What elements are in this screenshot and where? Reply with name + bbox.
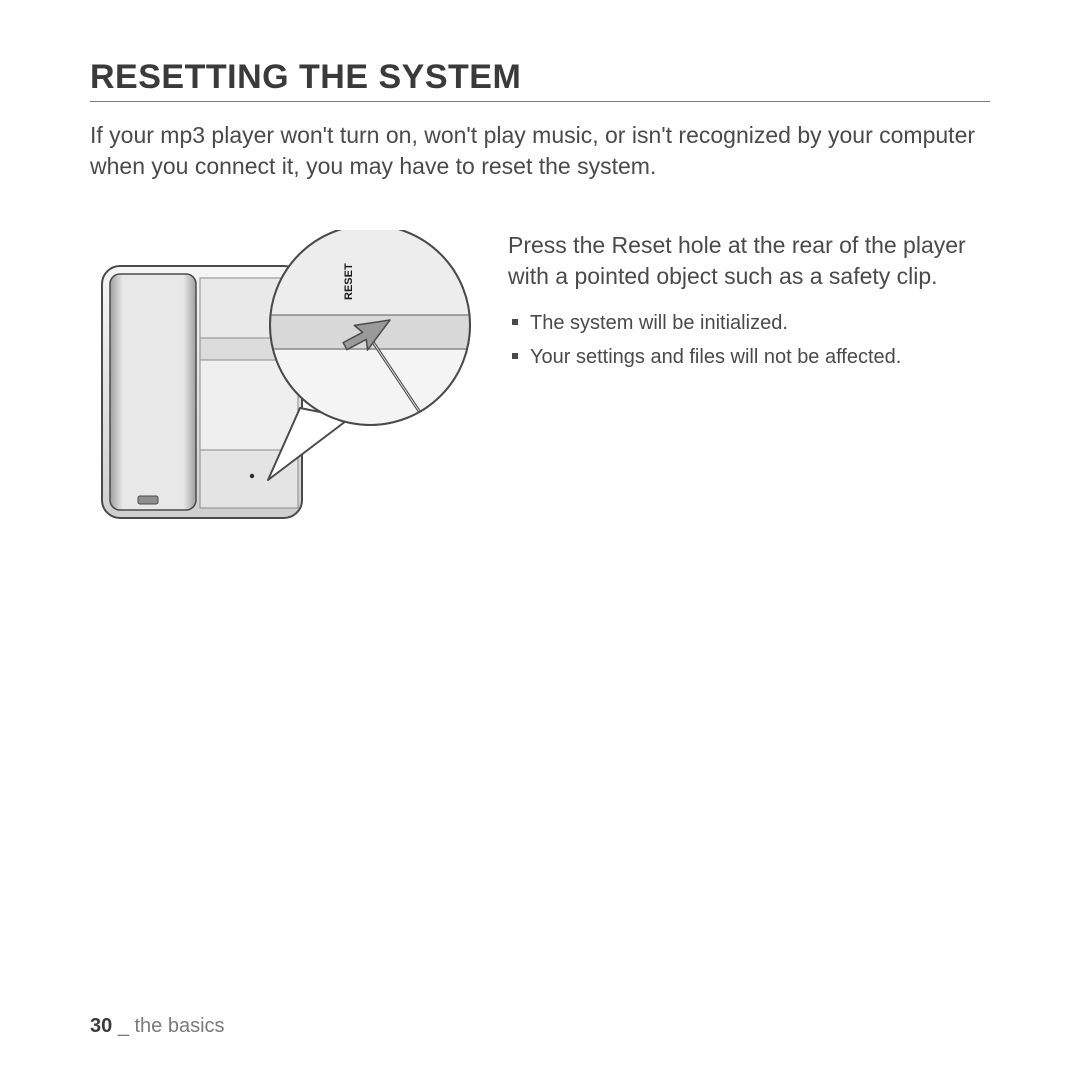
page-heading: RESETTING THE SYSTEM — [90, 58, 990, 102]
section-name: the basics — [135, 1015, 225, 1037]
footer-separator: _ — [118, 1015, 129, 1037]
list-item: Your settings and files will not be affe… — [508, 340, 990, 374]
instruction-text: Press the Reset hole at the rear of the … — [508, 230, 990, 292]
intro-paragraph: If your mp3 player won't turn on, won't … — [90, 120, 990, 182]
device-illustration-icon: RESET — [90, 230, 480, 530]
bullet-list: The system will be initialized. Your set… — [508, 306, 990, 374]
reset-figure: RESET — [90, 230, 480, 530]
page-number: 30 — [90, 1015, 112, 1037]
reset-label: RESET — [343, 263, 355, 300]
content-row: RESET Press the Reset hole at the rear o… — [90, 230, 990, 530]
list-item: The system will be initialized. — [508, 306, 990, 340]
instruction-column: Press the Reset hole at the rear of the … — [508, 230, 990, 374]
page-footer: 30 _ the basics — [90, 1015, 225, 1038]
